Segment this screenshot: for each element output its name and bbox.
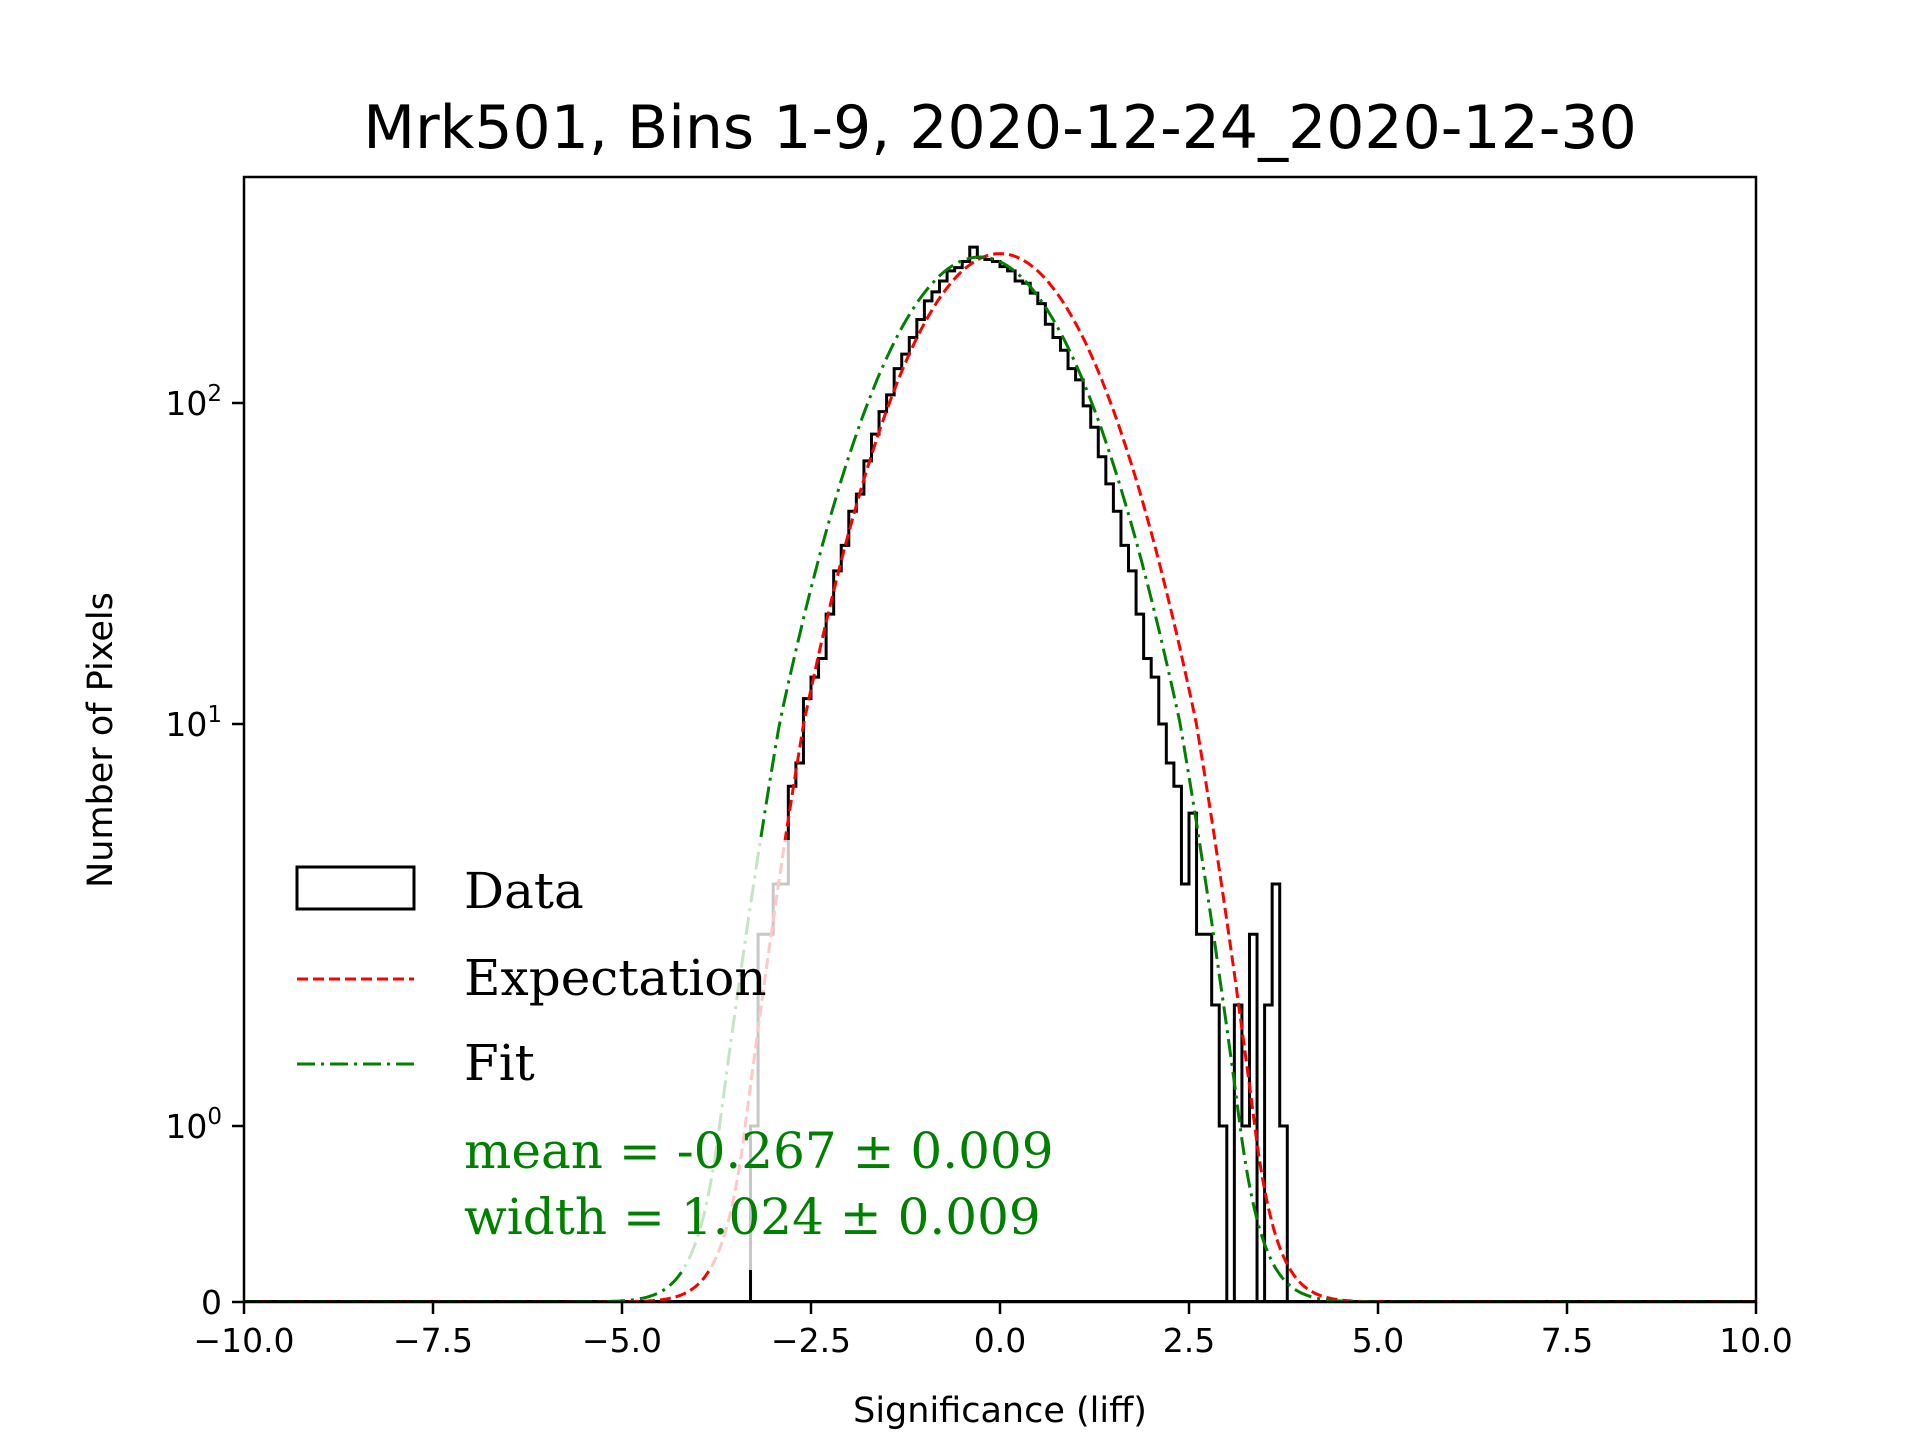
legend-swatch-data bbox=[295, 865, 416, 911]
histogram-bin bbox=[1076, 380, 1084, 1302]
x-tick-label: 10.0 bbox=[1719, 1321, 1792, 1360]
legend-label-fit: Fit bbox=[464, 1034, 535, 1092]
histogram-bin bbox=[1098, 457, 1106, 1302]
x-axis-label: Significance (liff) bbox=[853, 1391, 1147, 1431]
x-tick-label: 5.0 bbox=[1352, 1321, 1404, 1360]
x-axis: −10.0 −7.5 −5.0 −2.5 0.0 2.5 5.0 7.5 10.0 bbox=[193, 1302, 1793, 1360]
x-tick-label: 0.0 bbox=[974, 1321, 1026, 1360]
legend-label-expectation: Expectation bbox=[464, 949, 767, 1007]
legend-background bbox=[274, 840, 894, 1270]
curve-expectation bbox=[244, 252, 1756, 1302]
histogram-bin bbox=[1136, 614, 1144, 1302]
y-tick-label: 101 bbox=[165, 702, 222, 744]
x-tick-label: −10.0 bbox=[193, 1321, 294, 1360]
histogram-bin bbox=[1181, 884, 1189, 1302]
x-tick-label: −5.0 bbox=[582, 1321, 662, 1360]
histogram-bin bbox=[1106, 484, 1114, 1302]
histogram-bin bbox=[1068, 369, 1076, 1302]
curve-fit bbox=[244, 255, 1756, 1302]
histogram-bin bbox=[1091, 427, 1099, 1302]
x-tick-label: 7.5 bbox=[1541, 1321, 1593, 1360]
histogram-bin bbox=[1144, 658, 1152, 1302]
histogram-data-step bbox=[749, 245, 1295, 1302]
legend: Data Expectation Fit bbox=[274, 840, 894, 1270]
histogram-bin bbox=[1053, 337, 1061, 1302]
y-axis: 0 100 101 102 bbox=[165, 381, 244, 1322]
axes-frame bbox=[242, 175, 1758, 1304]
histogram-bin bbox=[1121, 545, 1129, 1302]
legend-label-data: Data bbox=[464, 862, 584, 920]
fit-width-annotation: width = 1.024 ± 0.009 bbox=[464, 1188, 1041, 1246]
chart-title: Mrk501, Bins 1-9, 2020-12-24_2020-12-30 bbox=[363, 93, 1637, 163]
histogram-bin bbox=[1151, 677, 1159, 1302]
histogram-bin bbox=[1083, 406, 1091, 1302]
histogram-bin bbox=[1166, 763, 1174, 1302]
histogram-bin bbox=[1113, 511, 1121, 1302]
fit-mean-annotation: mean = -0.267 ± 0.009 bbox=[464, 1122, 1054, 1180]
histogram-bin bbox=[1197, 934, 1205, 1302]
x-tick-label: −7.5 bbox=[393, 1321, 473, 1360]
histogram-bin bbox=[1129, 571, 1137, 1302]
y-axis-label: Number of Pixels bbox=[81, 592, 121, 888]
y-tick-label: 102 bbox=[165, 381, 222, 423]
histogram-bin bbox=[1159, 724, 1167, 1302]
x-tick-label: −2.5 bbox=[771, 1321, 851, 1360]
histogram-bin bbox=[1060, 350, 1068, 1302]
y-tick-label: 100 bbox=[165, 1104, 222, 1146]
y-tick-label: 0 bbox=[201, 1283, 222, 1322]
x-tick-label: 2.5 bbox=[1163, 1321, 1215, 1360]
